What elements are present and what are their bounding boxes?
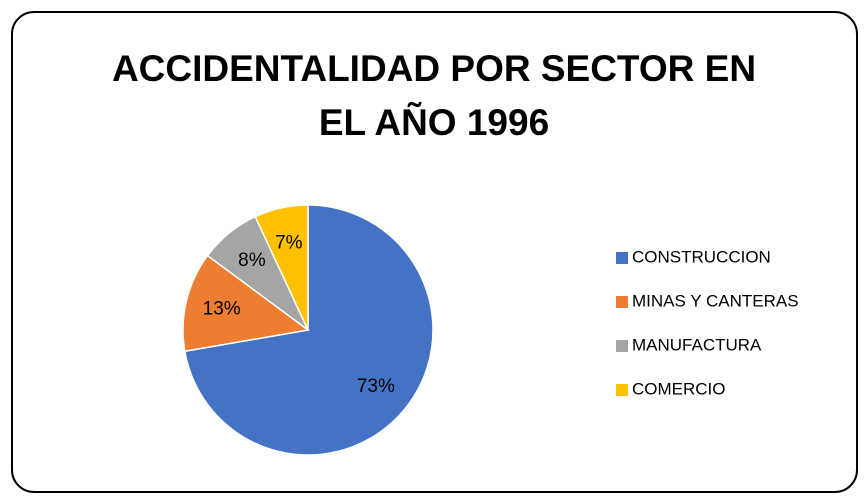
legend-swatch [616, 252, 628, 264]
data-label: 73% [357, 376, 395, 397]
chart-title: ACCIDENTALIDAD POR SECTOR EN EL AÑO 1996 [111, 48, 757, 143]
pie-slice [254, 204, 309, 331]
legend-label: MINAS Y CANTERAS [632, 291, 799, 310]
data-label: 8% [238, 250, 266, 271]
data-label: 7% [275, 232, 303, 253]
legend-label: MANUFACTURA [632, 335, 762, 354]
pie-slice [182, 254, 310, 353]
legend-swatch [616, 296, 628, 308]
legend-swatch [616, 384, 628, 396]
legend-label: COMERCIO [632, 379, 726, 398]
legend-label: CONSTRUCCION [632, 247, 771, 266]
data-label: 13% [203, 298, 241, 319]
legend-swatch [616, 340, 628, 352]
